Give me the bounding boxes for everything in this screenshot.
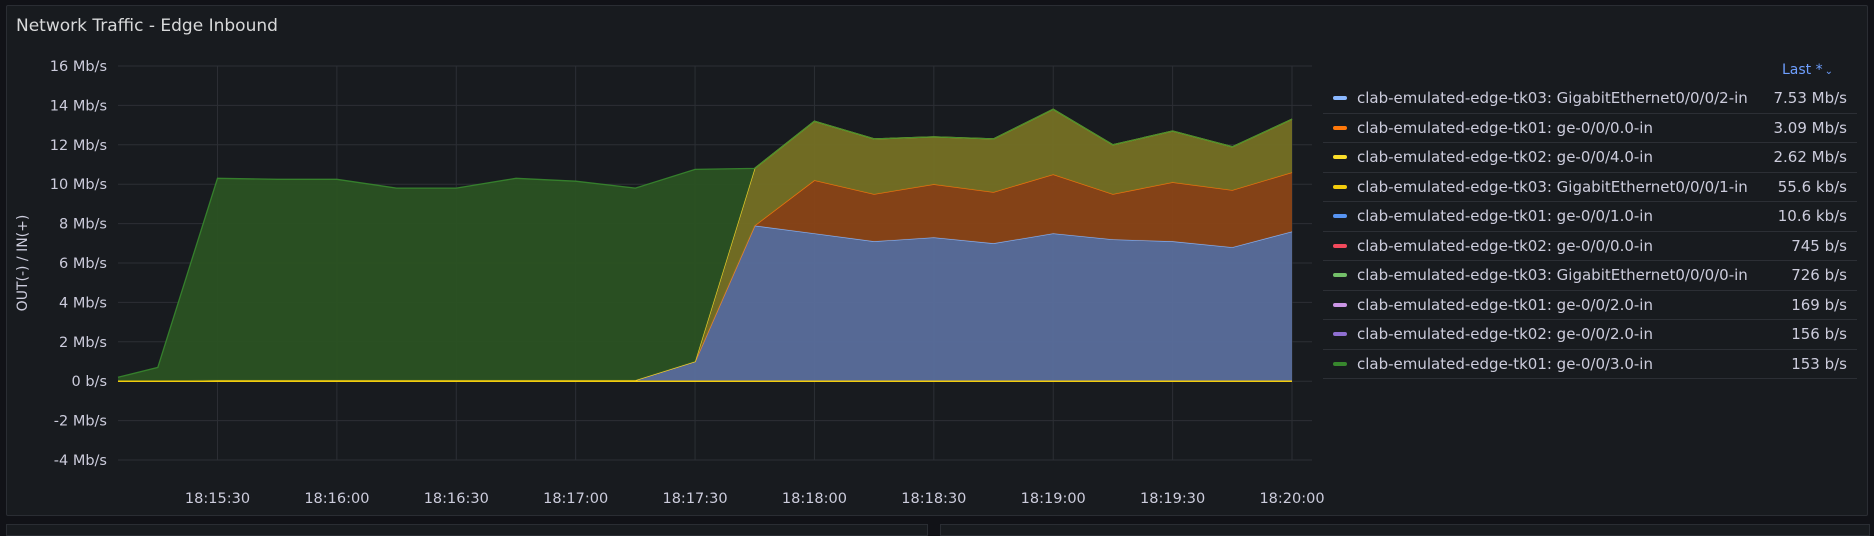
legend-series-name: clab-emulated-edge-tk02: ge-0/0/2.0-in — [1357, 325, 1653, 344]
legend-swatch — [1333, 302, 1347, 307]
legend-swatch — [1333, 361, 1347, 366]
legend-series-name: clab-emulated-edge-tk02: ge-0/0/0.0-in — [1357, 236, 1653, 255]
legend-last-value: 169 b/s — [1791, 295, 1847, 314]
legend-item[interactable]: clab-emulated-edge-tk01: ge-0/0/3.0-in 15… — [1323, 350, 1857, 379]
legend-swatch — [1333, 155, 1347, 160]
y-tick-label: 10 Mb/s — [50, 177, 107, 193]
x-tick-label: 18:18:00 — [782, 491, 847, 507]
legend-item[interactable]: clab-emulated-edge-tk03: GigabitEthernet… — [1323, 173, 1857, 202]
x-tick-label: 18:19:30 — [1140, 491, 1205, 507]
legend-series-name: clab-emulated-edge-tk01: ge-0/0/0.0-in — [1357, 118, 1653, 137]
legend-item[interactable]: clab-emulated-edge-tk02: ge-0/0/0.0-in 74… — [1323, 232, 1857, 261]
y-tick-label: -4 Mb/s — [54, 453, 107, 469]
x-tick-label: 18:20:00 — [1259, 491, 1324, 507]
legend-last-value: 745 b/s — [1791, 236, 1847, 255]
y-tick-label: 14 Mb/s — [50, 98, 107, 114]
legend-item[interactable]: clab-emulated-edge-tk03: GigabitEthernet… — [1323, 261, 1857, 291]
legend-item[interactable]: clab-emulated-edge-tk01: ge-0/0/0.0-in 3.… — [1323, 114, 1857, 143]
legend-item[interactable]: clab-emulated-edge-tk02: ge-0/0/2.0-in 15… — [1323, 320, 1857, 350]
legend-last-value: 153 b/s — [1791, 354, 1847, 373]
legend-item[interactable]: clab-emulated-edge-tk01: ge-0/0/2.0-in 16… — [1323, 291, 1857, 320]
y-tick-label: 2 Mb/s — [59, 335, 107, 351]
x-tick-label: 18:17:30 — [662, 491, 727, 507]
x-tick-label: 18:16:30 — [424, 491, 489, 507]
legend-swatch — [1333, 332, 1347, 337]
legend-swatch — [1333, 273, 1347, 278]
legend-swatch — [1333, 125, 1347, 130]
legend-sort-header[interactable]: Last * ⌄ — [1782, 62, 1833, 78]
legend-last-value: 3.09 Mb/s — [1773, 118, 1848, 137]
x-tick-label: 18:16:00 — [304, 491, 369, 507]
y-tick-label: 0 b/s — [72, 374, 107, 390]
chevron-down-icon: ⌄ — [1824, 66, 1833, 77]
y-tick-label: 12 Mb/s — [50, 138, 107, 154]
legend-last-value: 55.6 kb/s — [1777, 177, 1847, 196]
legend-series-name: clab-emulated-edge-tk03: GigabitEthernet… — [1357, 177, 1748, 196]
legend-last-value: 10.6 kb/s — [1777, 207, 1847, 226]
legend-swatch — [1333, 96, 1347, 101]
legend-last-value: 7.53 Mb/s — [1773, 89, 1848, 108]
legend-series-name: clab-emulated-edge-tk01: ge-0/0/3.0-in — [1357, 354, 1653, 373]
legend-table: clab-emulated-edge-tk03: GigabitEthernet… — [1323, 84, 1857, 379]
series-area — [118, 225, 1292, 382]
legend-last-value: 726 b/s — [1791, 266, 1847, 285]
y-tick-label: 6 Mb/s — [59, 256, 107, 272]
y-tick-label: 8 Mb/s — [59, 217, 107, 233]
next-panel-right — [940, 524, 1870, 536]
legend-item[interactable]: clab-emulated-edge-tk03: GigabitEthernet… — [1323, 84, 1857, 114]
series-area — [118, 109, 1292, 382]
y-tick-label: -2 Mb/s — [54, 414, 107, 430]
legend-series-name: clab-emulated-edge-tk02: ge-0/0/4.0-in — [1357, 148, 1653, 167]
x-tick-label: 18:19:00 — [1021, 491, 1086, 507]
series-line — [117, 108, 1293, 378]
legend-swatch — [1333, 243, 1347, 248]
next-panel-left — [6, 524, 928, 536]
y-tick-label: 16 Mb/s — [50, 59, 107, 75]
legend-last-value: 156 b/s — [1791, 325, 1847, 344]
panel-title[interactable]: Network Traffic - Edge Inbound — [16, 16, 278, 36]
legend-sort-label: Last * — [1781, 62, 1823, 78]
series-area — [118, 172, 1292, 382]
legend-series-name: clab-emulated-edge-tk01: ge-0/0/2.0-in — [1357, 295, 1653, 314]
y-axis-label: OUT(-) / IN(+) — [15, 215, 31, 312]
x-tick-label: 18:15:30 — [185, 491, 250, 507]
x-tick-label: 18:17:00 — [543, 491, 608, 507]
legend-series-name: clab-emulated-edge-tk01: ge-0/0/1.0-in — [1357, 207, 1653, 226]
y-tick-label: 4 Mb/s — [59, 295, 107, 311]
legend-item[interactable]: clab-emulated-edge-tk02: ge-0/0/4.0-in 2.… — [1323, 143, 1857, 173]
legend-swatch — [1333, 184, 1347, 189]
legend-item[interactable]: clab-emulated-edge-tk01: ge-0/0/1.0-in 10… — [1323, 202, 1857, 232]
legend-series-name: clab-emulated-edge-tk03: GigabitEthernet… — [1357, 89, 1748, 108]
legend-swatch — [1333, 214, 1347, 219]
x-tick-label: 18:18:30 — [901, 491, 966, 507]
series-area — [118, 109, 1292, 382]
legend-last-value: 2.62 Mb/s — [1773, 148, 1848, 167]
legend-series-name: clab-emulated-edge-tk03: GigabitEthernet… — [1357, 266, 1748, 285]
